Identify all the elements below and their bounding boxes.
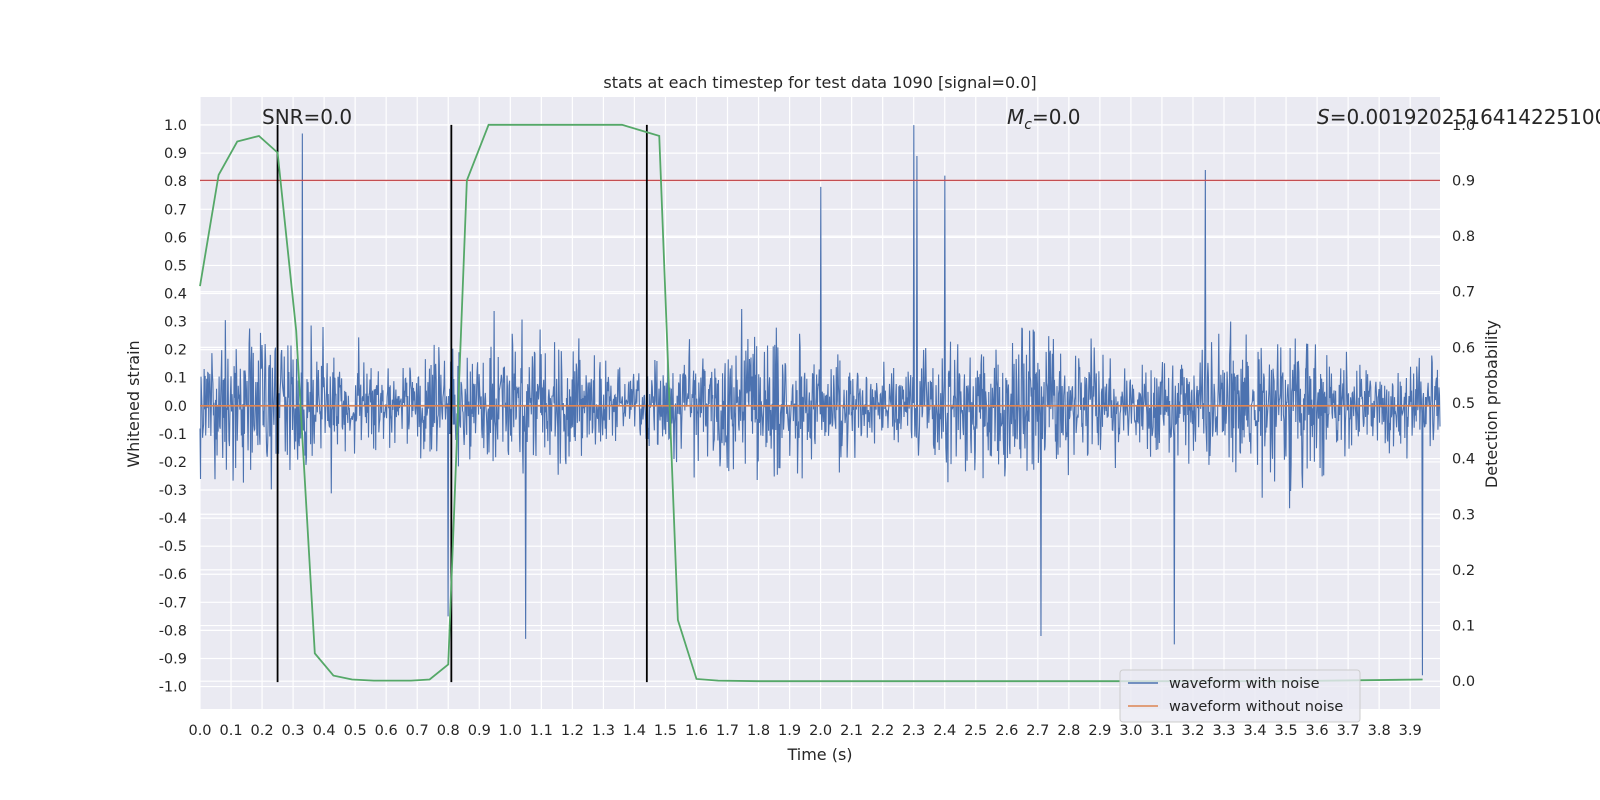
x-tick-16: 1.6 xyxy=(685,723,708,739)
x-tick-35: 3.5 xyxy=(1275,723,1298,739)
y2-tick-1: 0.9 xyxy=(1452,173,1475,189)
x-tick-11: 1.1 xyxy=(530,723,553,739)
x-tick-28: 2.8 xyxy=(1057,723,1080,739)
mc-value: =0.0 xyxy=(1032,105,1081,129)
y-tick-labels: 1.0 0.9 0.8 0.7 0.6 0.5 0.4 0.3 0.2 0.1 0.0 -0.1 -0.… xyxy=(159,118,187,695)
legend-label-noise: waveform with noise xyxy=(1169,676,1320,692)
mc-symbol: M xyxy=(1007,105,1024,129)
x-tick-34: 3.4 xyxy=(1243,723,1266,739)
y-tick-18: -0.8 xyxy=(159,623,187,639)
y-tick-19: -0.9 xyxy=(159,651,187,667)
series-detection-probability xyxy=(199,123,1423,683)
y-tick-15: -0.5 xyxy=(159,539,187,555)
x-tick-10: 1.0 xyxy=(499,723,522,739)
y2-tick-9: 0.1 xyxy=(1452,619,1475,635)
x-tick-38: 3.8 xyxy=(1368,723,1391,739)
x-tick-22: 2.2 xyxy=(871,723,894,739)
y-tick-8: 0.2 xyxy=(164,343,187,359)
y2-tick-3: 0.7 xyxy=(1452,285,1475,301)
x-tick-23: 2.3 xyxy=(902,723,925,739)
mc-subscript: c xyxy=(1024,117,1032,133)
y-axis-label: Whitened strain xyxy=(124,340,143,467)
y-tick-9: 0.1 xyxy=(164,371,187,387)
x-tick-17: 1.7 xyxy=(716,723,739,739)
y-tick-2: 0.8 xyxy=(164,174,187,190)
y-tick-17: -0.7 xyxy=(159,595,187,611)
x-tick-2: 0.2 xyxy=(251,723,274,739)
y2-tick-2: 0.8 xyxy=(1452,229,1475,245)
x-tick-4: 0.4 xyxy=(313,723,336,739)
series-waveform-with-noise xyxy=(199,125,1441,676)
y-tick-3: 0.7 xyxy=(164,202,187,218)
y-tick-7: 0.3 xyxy=(164,315,187,331)
legend-box xyxy=(1119,669,1361,723)
x-tick-32: 3.2 xyxy=(1181,723,1204,739)
y2-tick-10: 0.0 xyxy=(1452,674,1475,690)
x-axis-label: Time (s) xyxy=(786,745,852,764)
x-tick-31: 3.1 xyxy=(1150,723,1173,739)
x-tick-27: 2.7 xyxy=(1026,723,1049,739)
y-tick-13: -0.3 xyxy=(159,483,187,499)
x-tick-12: 1.2 xyxy=(561,723,584,739)
x-tick-8: 0.8 xyxy=(437,723,460,739)
y2-tick-7: 0.3 xyxy=(1452,507,1475,523)
x-tick-labels: 0.0 0.1 0.2 0.3 0.4 0.5 0.6 0.7 0.8 0.9 1.0 1.1 1.2 1… xyxy=(188,723,1421,739)
x-tick-15: 1.5 xyxy=(654,723,677,739)
legend: waveform with noise waveform without noi… xyxy=(1119,669,1361,723)
y2-tick-6: 0.4 xyxy=(1452,452,1475,468)
x-tick-0: 0.0 xyxy=(188,723,211,739)
legend-label-clean: waveform without noise xyxy=(1169,699,1343,715)
y-tick-12: -0.2 xyxy=(159,455,187,471)
x-tick-18: 1.8 xyxy=(747,723,770,739)
x-tick-26: 2.6 xyxy=(995,723,1018,739)
s-symbol: S xyxy=(1317,105,1330,129)
x-tick-6: 0.6 xyxy=(375,723,398,739)
y2-tick-labels: 1.0 0.9 0.8 0.7 0.6 0.5 0.4 0.3 0.2 0.1 0.0 xyxy=(1452,118,1475,690)
y-tick-10: 0.0 xyxy=(164,399,187,415)
x-tick-13: 1.3 xyxy=(592,723,615,739)
x-tick-14: 1.4 xyxy=(623,723,646,739)
x-tick-5: 0.5 xyxy=(344,723,367,739)
x-tick-1: 0.1 xyxy=(219,723,242,739)
y-tick-14: -0.4 xyxy=(159,511,187,527)
x-tick-36: 3.6 xyxy=(1306,723,1329,739)
y2-tick-5: 0.5 xyxy=(1452,396,1475,412)
y2-tick-4: 0.6 xyxy=(1452,340,1475,356)
x-tick-24: 2.4 xyxy=(933,723,956,739)
x-tick-3: 0.3 xyxy=(282,723,305,739)
y-tick-16: -0.6 xyxy=(159,567,187,583)
y-tick-20: -1.0 xyxy=(159,680,187,696)
y-tick-5: 0.5 xyxy=(164,258,187,274)
x-tick-7: 0.7 xyxy=(406,723,429,739)
y-tick-1: 0.9 xyxy=(164,146,187,162)
x-tick-19: 1.9 xyxy=(778,723,801,739)
x-tick-33: 3.3 xyxy=(1212,723,1235,739)
y2-tick-0: 1.0 xyxy=(1452,118,1475,134)
y2-tick-8: 0.2 xyxy=(1452,563,1475,579)
y-tick-11: -0.1 xyxy=(159,427,187,443)
mc-annotation: Mc=0.0 xyxy=(1007,105,1081,133)
y-tick-0: 1.0 xyxy=(164,118,187,134)
x-tick-29: 2.9 xyxy=(1088,723,1111,739)
snr-annotation: SNR=0.0 xyxy=(262,105,352,129)
y2-axis-label: Detection probability xyxy=(1482,320,1501,488)
x-tick-9: 0.9 xyxy=(468,723,491,739)
chart-title: stats at each timestep for test data 109… xyxy=(603,73,1036,92)
s-value: =0.0019202516414225100 xyxy=(1330,105,1600,129)
s-annotation: S=0.0019202516414225100 xyxy=(1317,105,1600,129)
y-tick-6: 0.4 xyxy=(164,287,187,303)
noise-path xyxy=(199,125,1441,676)
x-tick-21: 2.1 xyxy=(840,723,863,739)
x-tick-20: 2.0 xyxy=(809,723,832,739)
x-tick-30: 3.0 xyxy=(1119,723,1142,739)
x-tick-39: 3.9 xyxy=(1399,723,1422,739)
x-tick-25: 2.5 xyxy=(964,723,987,739)
x-tick-37: 3.7 xyxy=(1337,723,1360,739)
y-tick-4: 0.6 xyxy=(164,230,187,246)
